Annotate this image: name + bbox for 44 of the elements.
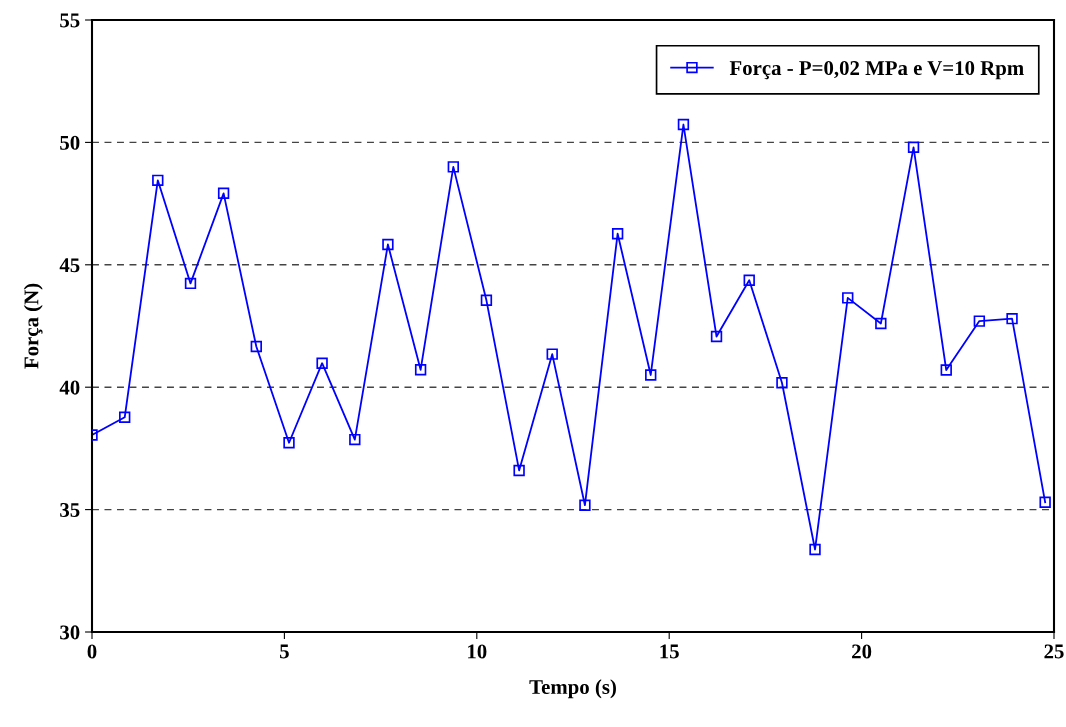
point <box>1039 496 1051 508</box>
point <box>677 118 690 131</box>
x-axis-title: Tempo (s) <box>529 679 616 699</box>
point <box>217 187 230 200</box>
y-tick-label: 55 <box>60 13 80 28</box>
point <box>907 141 920 153</box>
point <box>842 292 854 304</box>
point <box>447 161 460 173</box>
point <box>349 433 361 446</box>
point <box>611 228 624 240</box>
point <box>119 411 131 424</box>
point <box>414 364 427 376</box>
point <box>184 277 197 290</box>
point <box>579 499 591 511</box>
point <box>250 340 263 353</box>
point <box>973 315 986 327</box>
y-tick-label: 50 <box>60 135 80 150</box>
point <box>940 364 952 376</box>
point <box>809 543 821 556</box>
y-axis-title: Força (N) <box>23 283 43 369</box>
point <box>743 274 755 286</box>
point <box>513 464 525 477</box>
y-tick-label: 40 <box>59 380 80 395</box>
x-tick-label: 25 <box>1044 644 1064 659</box>
point <box>1006 312 1018 325</box>
x-tick-label: 20 <box>852 644 872 659</box>
y-tick-label: 45 <box>59 258 80 273</box>
point <box>152 174 164 187</box>
point <box>645 369 657 381</box>
legend-label: Força - P=0,02 MPa e V=10 Rpm <box>729 61 1024 80</box>
point <box>316 357 328 369</box>
point <box>480 294 493 306</box>
point <box>875 317 887 330</box>
y-tick-label: 30 <box>60 625 80 640</box>
x-tick-label: 15 <box>660 644 679 659</box>
x-tick-label: 0 <box>87 644 97 659</box>
point <box>283 437 295 449</box>
point <box>546 348 558 360</box>
point <box>382 238 394 251</box>
x-tick-label: 5 <box>280 644 289 659</box>
y-tick-label: 35 <box>60 503 80 518</box>
x-tick-label: 10 <box>468 644 487 659</box>
point <box>776 377 788 389</box>
point <box>710 330 723 343</box>
